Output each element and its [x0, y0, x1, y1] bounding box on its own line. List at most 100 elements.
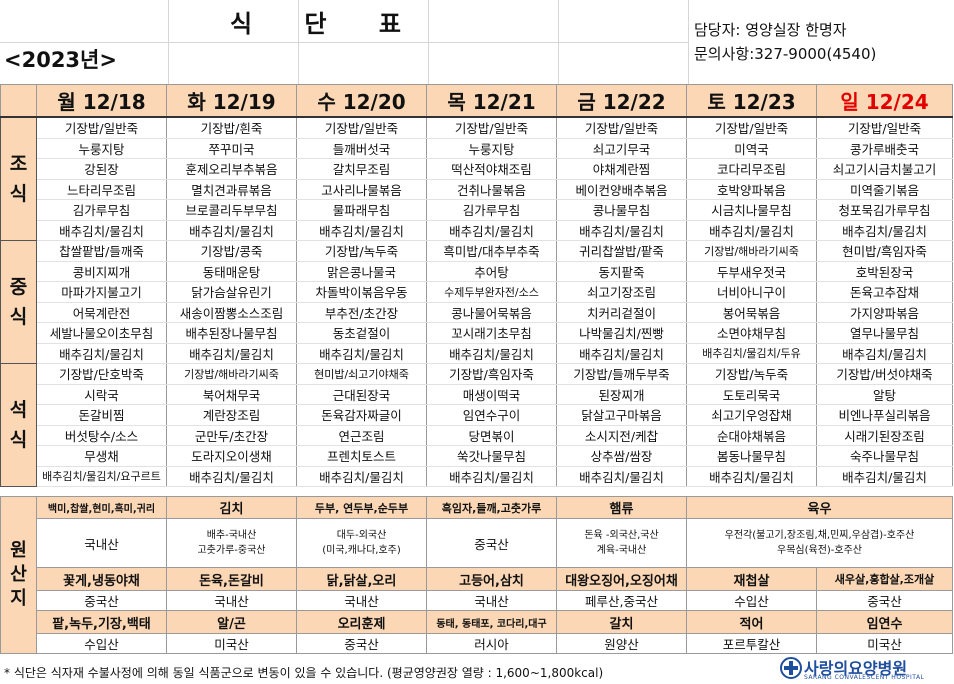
menu-item: 브로콜리두부무침: [166, 199, 297, 221]
menu-item: 귀리찹쌀밥/팥죽: [556, 240, 687, 262]
meal-label: 석 식: [0, 363, 37, 487]
menu-item: 기장밥/들깨두부죽: [556, 363, 687, 385]
menu-item: 닭가슴살유린기: [166, 281, 297, 303]
origin-item-header: 동태, 동태포, 코다리,대구: [426, 610, 557, 634]
origin-value: 국내산: [296, 590, 427, 611]
menu-item: 콩가루배춧국: [816, 137, 953, 159]
day-header: 일 12/24: [816, 84, 953, 118]
menu-item: 동태매운탕: [166, 260, 297, 282]
menu-item: 기장밥/흑임자죽: [426, 363, 557, 385]
menu-item: 고사리나물볶음: [296, 178, 427, 200]
hospital-logo: 사랑의요양병원 SARANG CONVALESCENT HOSPITAL: [780, 655, 950, 683]
origin-item-header: 임연수: [815, 610, 954, 634]
menu-item: 상추쌈/쌈장: [556, 445, 687, 467]
menu-item: 프렌치토스트: [296, 445, 427, 467]
menu-item: 새송이짬뽕소스조림: [166, 301, 297, 323]
page-title: 식 단 표: [230, 10, 423, 38]
menu-item: 배추김치/물김치: [166, 465, 297, 487]
menu-item: 배추김치/물김치/요구르트: [36, 465, 167, 487]
menu-item: 차돌박이볶음우동: [296, 281, 427, 303]
menu-item: 배추된장나물무침: [166, 322, 297, 344]
menu-item: 배추김치/물김치: [426, 465, 557, 487]
origin-value: 국내산: [426, 590, 557, 611]
menu-item: 누룽지탕: [36, 137, 167, 159]
menu-item: 갈치무조림: [296, 158, 427, 180]
menu-item: 기장밥/녹두죽: [686, 363, 817, 385]
menu-item: 동지팥죽: [556, 260, 687, 282]
menu-item: 호박된장국: [816, 260, 953, 282]
menu-item: 김가루무침: [36, 199, 167, 221]
origin-item-header: 돈육,돈갈비: [166, 567, 297, 591]
menu-item: 김가루무침: [426, 199, 557, 221]
menu-item: 비엔나푸실리볶음: [816, 404, 953, 426]
menu-item: 배추김치/물김치: [816, 465, 953, 487]
menu-item: 느타리무조림: [36, 178, 167, 200]
origin-item-header: 새우살,홍합살,조개살: [815, 567, 954, 591]
menu-item: 쇠고기시금치불고기: [816, 158, 953, 180]
menu-item: 열무나물무침: [816, 322, 953, 344]
year-label: <2023년>: [4, 48, 117, 72]
menu-item: 기장밥/일반죽: [36, 116, 167, 139]
menu-item: 나박물김치/찐빵: [556, 322, 687, 344]
menu-item: 시래기된장조림: [816, 424, 953, 446]
origin-value: 수입산: [686, 590, 817, 611]
menu-item: 배추김치/물김치: [426, 219, 557, 241]
menu-item: 봄동나물무침: [686, 445, 817, 467]
footer-note: * 식단은 식자재 수불사정에 의해 동일 식품군으로 변동이 있을 수 있습니…: [4, 666, 604, 680]
menu-item: 훈제오리부추볶음: [166, 158, 297, 180]
origin-item-header: 재첩살: [686, 567, 817, 591]
day-header-blank: [0, 84, 37, 118]
contact-text: 문의사항:327-9000(4540): [694, 45, 877, 63]
menu-item: 마파가지불고기: [36, 281, 167, 303]
origin-value: 중국산: [815, 590, 954, 611]
menu-item: 기장밥/녹두죽: [296, 240, 427, 262]
meal-label: 조 식: [0, 116, 37, 241]
meal-label: 중 식: [0, 240, 37, 364]
menu-item: 배추김치/물김치: [816, 219, 953, 241]
menu-item: 쭈꾸미국: [166, 137, 297, 159]
menu-item: 기장밥/일반죽: [296, 116, 427, 139]
origin-item-header: 두부, 연두부,순두부: [296, 496, 427, 519]
menu-item: 배추김치/물김치: [296, 219, 427, 241]
menu-item: 청포묵김가루무침: [816, 199, 953, 221]
origin-value: 미국산: [815, 633, 954, 654]
menu-item: 현미밥/흑임자죽: [816, 240, 953, 262]
menu-item: 세발나물오이초무침: [36, 322, 167, 344]
menu-item: 멸치견과류볶음: [166, 178, 297, 200]
menu-item: 배추김치/물김치: [556, 342, 687, 364]
menu-item: 임연수구이: [426, 404, 557, 426]
menu-item: 배추김치/물김치: [556, 465, 687, 487]
menu-item: 치커리겉절이: [556, 301, 687, 323]
menu-item: 당면볶이: [426, 424, 557, 446]
menu-item: 배추김치/물김치: [556, 219, 687, 241]
menu-item: 배추김치/물김치: [296, 342, 427, 364]
menu-item: 소면야채무침: [686, 322, 817, 344]
menu-item: 콩나물어묵볶음: [426, 301, 557, 323]
menu-item: 기장밥/버섯야채죽: [816, 363, 953, 385]
menu-item: 된장찌개: [556, 383, 687, 405]
origin-value: 수입산: [36, 633, 167, 654]
day-header: 화 12/19: [166, 84, 297, 118]
menu-item: 시락국: [36, 383, 167, 405]
menu-item: 맑은콩나물국: [296, 260, 427, 282]
day-header: 월 12/18: [36, 84, 167, 118]
menu-item: 콩비지찌개: [36, 260, 167, 282]
origin-item-header: 대왕오징어,오징어채: [556, 567, 687, 591]
menu-item: 숙주나물무침: [816, 445, 953, 467]
menu-item: 배추김치/물김치: [426, 342, 557, 364]
cross-icon: [780, 657, 802, 679]
menu-item: 계란장조림: [166, 404, 297, 426]
day-header: 토 12/23: [686, 84, 817, 118]
menu-item: 너비아니구이: [686, 281, 817, 303]
menu-item: 배추김치/물김치: [166, 219, 297, 241]
menu-item: 순대야채볶음: [686, 424, 817, 446]
menu-item: 가지양파볶음: [816, 301, 953, 323]
origin-value: 페루산,중국산: [556, 590, 687, 611]
origin-item-header: 오리훈제: [296, 610, 427, 634]
menu-item: 어묵계란전: [36, 301, 167, 323]
menu-item: 기장밥/일반죽: [686, 116, 817, 139]
menu-item: 돈육고추잡채: [816, 281, 953, 303]
origin-item-header: 육우: [685, 496, 954, 519]
menu-item: 기장밥/해바라기씨죽: [686, 240, 817, 262]
origin-item-header: 닭,닭살,오리: [296, 567, 427, 591]
